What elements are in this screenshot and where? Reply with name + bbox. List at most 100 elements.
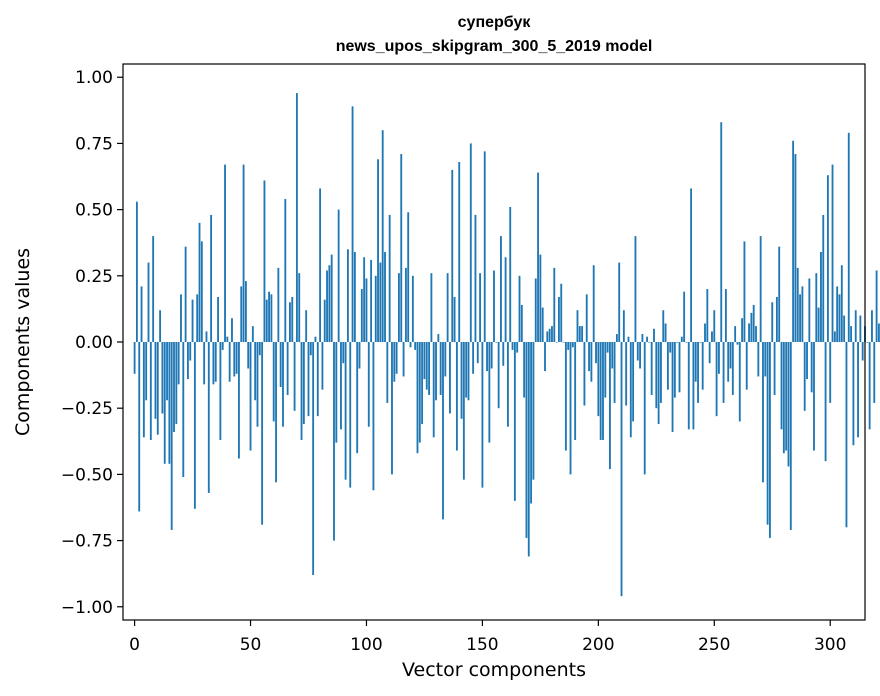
x-axis-ticks: 0 50 100 150 200 250 300 [129,620,846,655]
bar-171 [530,342,533,504]
bar-88 [337,209,340,342]
bar-124 [421,342,424,425]
bar-231 [669,342,672,353]
bar-series [133,93,880,597]
bar-290 [806,342,808,380]
bar-23 [187,342,189,380]
bar-147 [474,214,477,342]
bar-265 [748,323,750,342]
bar-35 [214,342,217,382]
bar-53 [256,342,259,427]
bar-165 [516,342,519,353]
bar-234 [676,342,679,343]
bar-157 [497,342,500,409]
bar-214 [629,342,632,438]
bar-247 [706,289,709,342]
bar-146 [472,342,475,374]
bar-16 [170,342,173,530]
bar-91 [344,342,347,480]
bar-151 [483,151,486,342]
bar-27 [196,294,199,342]
bar-244 [699,342,702,343]
bar-130 [435,342,437,401]
bar-106 [379,262,382,342]
bar-48 [244,281,247,342]
bar-180 [551,326,553,342]
bar-60 [272,342,275,422]
bar-255 [724,289,727,342]
bar-181 [553,267,556,342]
bar-302 [833,331,836,342]
bar-304 [838,294,841,342]
bar-123 [418,342,421,443]
bar-199 [595,342,597,364]
bar-148 [476,342,479,364]
bar-242 [694,342,697,382]
bar-143 [465,342,468,398]
bar-190 [574,342,577,440]
bar-207 [613,342,616,403]
bar-216 [634,236,637,342]
bar-46 [240,286,243,342]
y-tick-label-0: 1.00 [75,68,113,88]
bar-76 [309,342,312,356]
bar-14 [166,342,168,401]
bar-286 [796,267,799,342]
bar-277 [775,296,778,342]
bar-185 [562,342,565,343]
bar-251 [715,342,718,417]
chart-subtitle: news_upos_skipgram_300_5_2019 model [336,38,653,55]
y-tick-label-2: 0.50 [75,201,113,221]
bar-95 [353,251,356,342]
bar-201 [599,342,602,440]
bar-169 [525,342,528,538]
bar-173 [534,278,537,342]
bar-152 [486,342,488,372]
bar-229 [664,323,667,342]
bar-84 [328,265,331,342]
bar-175 [539,254,542,342]
bar-293 [813,342,815,451]
bar-0 [133,342,136,374]
bar-269 [757,342,760,377]
bar-225 [655,342,658,409]
bar-306 [843,315,846,342]
bar-248 [708,342,711,364]
bar-200 [597,342,600,417]
bar-82 [323,299,326,342]
bar-100 [365,278,368,342]
bar-134 [444,342,447,377]
bar-2 [138,342,141,512]
bar-120 [411,275,414,342]
bar-219 [641,334,644,342]
bar-12 [161,342,164,414]
bar-270 [759,236,762,342]
x-axis-label: Vector components [402,659,586,681]
bar-96 [356,342,359,454]
bar-267 [752,304,755,342]
bar-194 [583,342,586,406]
bar-170 [527,342,530,557]
bar-72 [300,342,303,440]
bar-68 [291,296,294,342]
bar-80 [319,188,322,342]
bar-218 [639,342,641,369]
bar-256 [727,342,730,382]
bar-280 [782,342,785,454]
bar-103 [372,342,375,491]
bar-278 [778,246,781,342]
bar-83 [326,270,328,342]
bar-320 [875,270,878,342]
y-axis-ticks: 1.00 0.75 0.50 0.25 0.00 −0.25 −0.50 −0.75 −1.00 [61,68,123,618]
bar-261 [738,342,741,422]
bar-74 [305,310,308,342]
y-tick-label-4: 0.00 [75,333,113,353]
bar-226 [657,342,660,425]
bar-127 [428,342,430,395]
bar-281 [785,342,788,451]
x-tick-label-4: 200 [582,635,614,655]
bar-81 [321,342,324,390]
bar-24 [189,342,192,361]
bar-221 [646,336,648,342]
bar-164 [513,342,516,501]
